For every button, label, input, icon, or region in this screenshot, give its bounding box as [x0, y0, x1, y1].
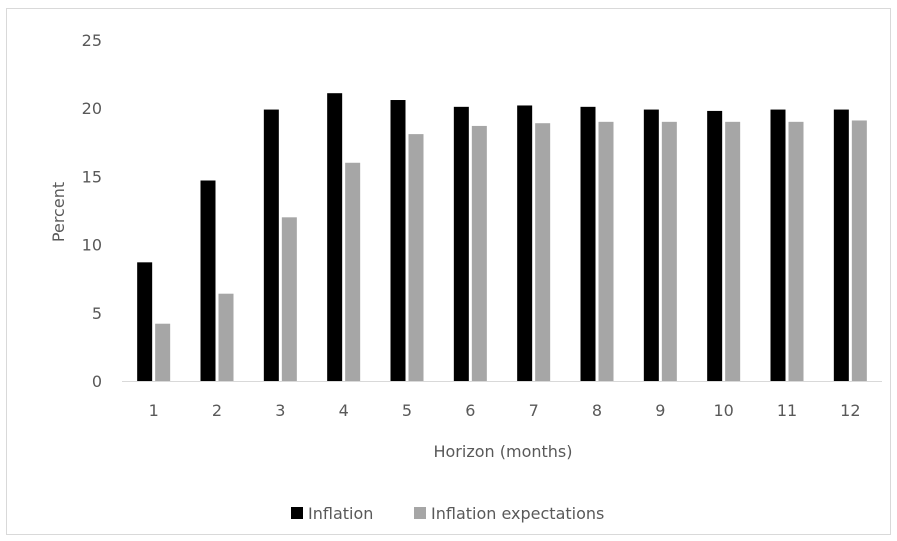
- x-tick-label: 7: [529, 401, 539, 420]
- x-tick-label: 11: [777, 401, 797, 420]
- y-tick-label: 0: [92, 372, 102, 391]
- bar-inflation: [327, 93, 343, 382]
- bar-inflation: [263, 109, 279, 382]
- x-tick-label: 6: [465, 401, 475, 420]
- y-tick-label: 15: [82, 167, 102, 186]
- x-tick-label: 2: [212, 401, 222, 420]
- legend-label-inflation-expectations: Inflation expectations: [431, 504, 604, 523]
- bar-inflation-expectations: [471, 125, 487, 381]
- bar-inflation: [833, 109, 849, 382]
- x-tick-label: 4: [339, 401, 349, 420]
- bar-inflation-expectations: [345, 162, 361, 381]
- y-tick-label: 20: [82, 99, 102, 118]
- chart-frame: [6, 8, 891, 535]
- legend: Inflation Inflation expectations: [291, 504, 604, 523]
- y-tick-label: 5: [92, 304, 102, 323]
- bar-inflation: [770, 109, 786, 382]
- bar-inflation: [200, 180, 216, 381]
- bar-inflation-expectations: [788, 121, 804, 381]
- bar-inflation: [517, 105, 533, 382]
- x-tick-label: 10: [713, 401, 733, 420]
- y-axis-label: Percent: [49, 182, 68, 242]
- legend-swatch-inflation-expectations: [414, 507, 426, 519]
- bar-inflation-expectations: [218, 293, 234, 381]
- x-tick-label: 9: [655, 401, 665, 420]
- bar-inflation-expectations: [661, 121, 677, 381]
- bar-inflation-expectations: [155, 323, 171, 381]
- x-tick-label: 3: [275, 401, 285, 420]
- legend-label-inflation: Inflation: [308, 504, 373, 523]
- bar-inflation-expectations: [281, 217, 297, 381]
- bar-inflation: [137, 262, 153, 381]
- bar-inflation: [643, 109, 659, 382]
- x-axis-label: Horizon (months): [433, 442, 572, 461]
- y-tick-label: 10: [82, 236, 102, 255]
- x-tick-label: 8: [592, 401, 602, 420]
- bar-inflation: [453, 106, 469, 381]
- x-axis: 1 2 3 4 5 6 7 8 9 10 11 12: [122, 381, 882, 420]
- bar-inflation-expectations: [598, 121, 614, 381]
- bar-inflation-expectations: [725, 121, 741, 381]
- y-axis: 0 5 10 15 20 25: [82, 31, 102, 391]
- x-tick-label: 12: [840, 401, 860, 420]
- bar-inflation-expectations: [408, 134, 424, 381]
- legend-swatch-inflation: [291, 507, 303, 519]
- bar-inflation: [390, 100, 406, 382]
- x-tick-label: 1: [149, 401, 159, 420]
- bar-inflation: [580, 106, 596, 381]
- bar-inflation: [707, 110, 723, 381]
- x-tick-label: 5: [402, 401, 412, 420]
- y-tick-label: 25: [82, 31, 102, 50]
- bar-inflation-expectations: [851, 120, 867, 381]
- bar-inflation-expectations: [535, 123, 551, 381]
- bars: [137, 93, 867, 382]
